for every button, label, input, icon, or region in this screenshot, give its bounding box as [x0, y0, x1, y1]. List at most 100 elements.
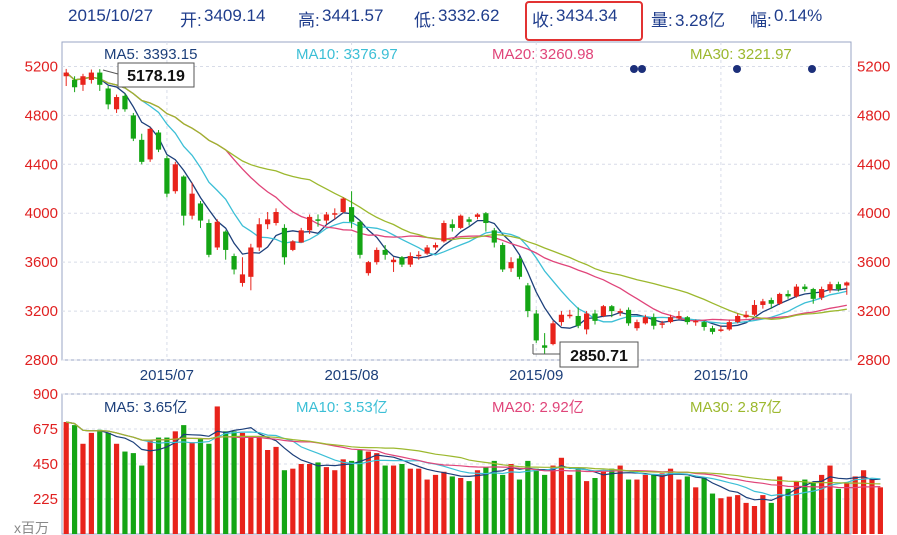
candle	[810, 287, 816, 304]
volume-bar	[684, 476, 690, 534]
volume-bar	[827, 465, 833, 534]
volume-bar	[441, 471, 447, 534]
candle	[239, 257, 246, 287]
candle	[122, 93, 128, 112]
vol-legend-ma20: MA20: 2.92亿	[492, 399, 584, 416]
candle	[382, 245, 388, 260]
low-value: 3332.62	[438, 6, 500, 25]
volume-bar	[88, 432, 94, 534]
volume-bar	[869, 479, 875, 534]
low-label: 低:	[414, 11, 436, 30]
close-label: 收:	[532, 11, 554, 30]
price-candles	[63, 68, 850, 354]
volume-bar	[130, 453, 136, 534]
open-label: 开:	[180, 11, 202, 30]
volume-bar	[659, 473, 665, 534]
candle	[819, 286, 825, 301]
price-x-tick: 2015/08	[324, 367, 378, 384]
volume-ma5-line	[66, 421, 881, 502]
candle	[516, 256, 523, 280]
nav-marker-icon[interactable]	[808, 65, 816, 73]
quote-header: 2015/10/27 开: 3409.14 高: 3441.57 低: 3332…	[0, 0, 897, 41]
volume-bar	[567, 474, 573, 534]
candle	[113, 94, 120, 113]
volume-bar	[516, 479, 523, 534]
volume-unit-label: x百万	[14, 520, 49, 535]
candle	[273, 208, 279, 226]
volume-bar	[164, 437, 170, 534]
nav-marker-icon[interactable]	[638, 65, 646, 73]
volume-bar	[726, 496, 732, 534]
vol-legend-ma30: MA30: 2.87亿	[690, 399, 782, 416]
candle	[164, 155, 170, 198]
volume-y-axis: 225 450 675 900	[33, 386, 58, 508]
candle	[407, 252, 413, 268]
nav-marker-icon[interactable]	[733, 65, 741, 73]
price-y-tick: 3600	[857, 254, 890, 271]
volume-bar	[416, 468, 422, 534]
volume-bar	[474, 470, 481, 534]
candle	[231, 253, 237, 275]
price-y-tick: 2800	[25, 352, 58, 369]
candle	[835, 281, 842, 292]
candle	[256, 218, 262, 252]
candle	[709, 325, 716, 335]
price-y-tick: 3200	[857, 303, 890, 320]
volume-bar	[693, 487, 699, 534]
volume-bar	[844, 482, 850, 534]
volume-bar	[231, 431, 237, 534]
candle	[97, 69, 103, 91]
volume-bar	[877, 487, 883, 534]
volume-bar	[449, 476, 455, 534]
candle	[793, 284, 800, 298]
candle	[248, 243, 254, 291]
volume-bar	[113, 443, 120, 534]
price-x-axis: 2015/07 2015/08 2015/09 2015/10	[140, 367, 748, 384]
price-y-tick: 4800	[857, 107, 890, 124]
price-y-tick: 4800	[25, 107, 58, 124]
volume-bar	[583, 481, 590, 534]
volume-bar	[609, 468, 615, 534]
candle	[63, 68, 69, 87]
price-legend: MA5: 3393.15 MA10: 3376.97 MA20: 3260.98…	[104, 46, 792, 63]
candle	[332, 208, 338, 220]
volume-bar	[743, 502, 749, 534]
volume-bar	[777, 476, 783, 534]
volume-bar	[315, 462, 321, 534]
candle	[197, 201, 204, 228]
volume-bar	[399, 464, 405, 534]
legend-ma10: MA10: 3376.97	[296, 46, 398, 63]
volume-bar	[642, 474, 648, 534]
volume-bar	[634, 479, 640, 534]
volume-bar	[751, 506, 758, 534]
vol-legend-ma10: MA10: 3.53亿	[296, 399, 388, 416]
candle	[88, 69, 94, 84]
change-value: 0.14%	[774, 6, 823, 25]
legend-ma5: MA5: 3393.15	[104, 46, 197, 63]
volume-bar	[676, 479, 682, 534]
candle	[583, 311, 590, 335]
candle	[315, 214, 321, 227]
volume-bar	[340, 459, 346, 534]
volume-bar	[80, 443, 86, 534]
volume-bar	[223, 431, 229, 534]
candle	[424, 245, 430, 255]
volume-label: 量:	[651, 11, 673, 30]
volume-bar	[860, 470, 867, 534]
candle	[491, 227, 497, 248]
volume-bar	[407, 468, 413, 534]
volume-bar	[298, 464, 304, 534]
min-annotation: 2850.71	[532, 341, 639, 368]
candle	[71, 76, 78, 93]
volume-bar	[793, 481, 800, 534]
volume-bar	[508, 464, 514, 534]
candle	[214, 219, 220, 250]
candle	[130, 112, 136, 142]
nav-marker-icon[interactable]	[630, 65, 638, 73]
volume-bar	[760, 495, 766, 534]
volume-bar	[835, 488, 842, 534]
candle	[600, 304, 606, 318]
candle	[550, 320, 556, 346]
candle	[768, 297, 774, 309]
